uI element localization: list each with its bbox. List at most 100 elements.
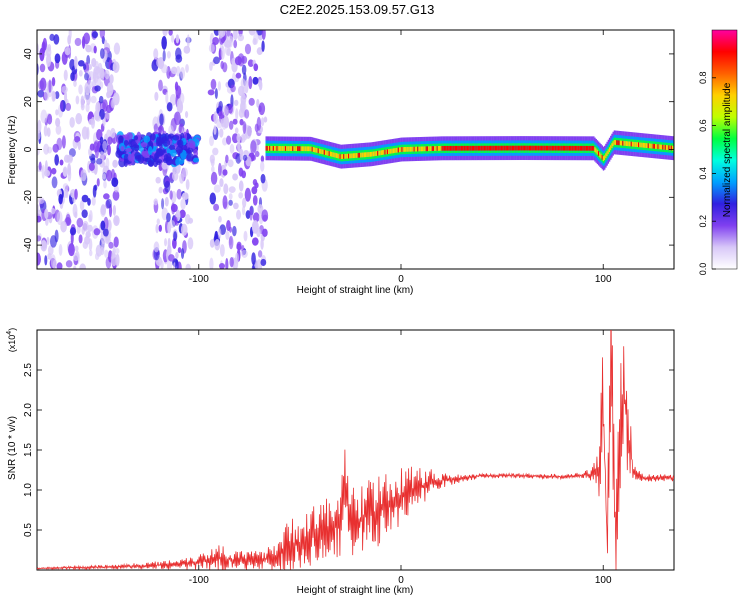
noise-cell <box>243 230 248 242</box>
noise-cell <box>176 65 181 77</box>
noise-cell <box>109 74 114 84</box>
noise-cell <box>39 63 46 73</box>
noise-cell <box>161 198 165 210</box>
noise-cell <box>241 64 247 75</box>
noise-cell <box>65 102 71 112</box>
ridge-cell <box>371 151 373 157</box>
ridge-cell <box>269 145 271 151</box>
noise-cell <box>113 215 120 227</box>
noise-cell <box>52 143 59 153</box>
ridge-cell <box>443 145 446 151</box>
band-cell <box>165 152 172 162</box>
noise-cell <box>153 241 160 253</box>
noise-cell <box>80 169 87 182</box>
ridge-cell <box>350 153 352 159</box>
ridge-cell <box>281 146 283 151</box>
noise-cell <box>62 183 69 191</box>
colorbar-ticks: 0.0 0.2 0.4 0.6 0.8 <box>698 72 716 276</box>
ridge-cell <box>570 145 572 151</box>
ridge-cell <box>430 146 432 152</box>
noise-cell <box>54 91 60 100</box>
y-tick-label: -20 <box>23 190 34 205</box>
ridge-cell <box>300 146 303 152</box>
band-cell <box>143 135 151 143</box>
ridge-cell <box>563 145 566 151</box>
ridge-cell <box>333 152 335 158</box>
ridge-cell <box>311 146 314 152</box>
ridge-cell <box>542 145 544 151</box>
noise-cell <box>37 119 42 134</box>
ridge-cell <box>536 145 538 151</box>
noise-cell <box>168 30 173 36</box>
noise-cell <box>87 79 93 90</box>
ridge-cell <box>288 146 290 151</box>
noise-cell <box>173 111 181 126</box>
noise-cell <box>153 48 159 60</box>
ridge-cell <box>487 145 489 151</box>
noise-cell <box>65 260 73 268</box>
ridge-cell <box>483 145 486 151</box>
noise-cell <box>170 66 178 75</box>
noise-cell <box>104 69 110 80</box>
noise-cell <box>75 95 80 105</box>
ridge-cell <box>671 145 674 151</box>
ridge-cell <box>407 146 409 152</box>
noise-cell <box>46 236 50 246</box>
noise-cell <box>228 103 233 114</box>
noise-cell <box>81 126 89 140</box>
ridge-cell <box>301 146 304 152</box>
noise-cell <box>100 67 105 81</box>
noise-cell <box>93 71 99 84</box>
ridge-cell <box>380 150 383 156</box>
ridge-cell <box>482 145 485 151</box>
noise-cell <box>185 179 190 191</box>
noise-cell <box>104 249 109 258</box>
ridge-cell <box>652 143 654 149</box>
noise-cell <box>225 258 229 269</box>
ridge-cell <box>491 145 493 151</box>
y-tick-label: 0 <box>23 146 34 152</box>
noise-cell <box>258 80 263 91</box>
band-cell <box>127 153 135 162</box>
noise-cell <box>68 243 75 257</box>
x-tick-label: 0 <box>398 575 404 586</box>
noise-cell <box>213 111 218 124</box>
ridge-cell <box>431 146 434 151</box>
ridge-cell <box>318 148 321 154</box>
noise-cell <box>102 140 108 151</box>
noise-cell <box>88 162 95 172</box>
ridge-cell <box>397 147 400 153</box>
ridge-cell <box>369 151 372 157</box>
ridge-cell <box>452 145 454 151</box>
ridge-cell <box>515 145 517 151</box>
ridge-cell <box>502 145 504 151</box>
noise-cell <box>239 118 244 126</box>
noise-cell <box>77 60 85 67</box>
ridge-cell <box>357 152 360 158</box>
ridge-cell <box>419 146 422 152</box>
noise-cell <box>179 209 186 219</box>
ridge-cell <box>589 145 591 151</box>
ridge-cell <box>618 140 620 146</box>
y-tick-label: 40 <box>23 48 34 60</box>
noise-cell <box>210 158 215 167</box>
ridge-cell <box>659 144 662 150</box>
ridge-cell <box>479 145 481 151</box>
noise-cell <box>185 63 189 73</box>
noise-cell <box>155 176 161 184</box>
noise-cell <box>221 105 229 117</box>
noise-cell <box>248 75 253 90</box>
ridge-cell <box>415 146 418 152</box>
noise-cell <box>61 85 68 94</box>
colorbar-label: Normalized spectral amplitude <box>722 82 733 217</box>
ridge-cell <box>545 145 548 151</box>
ridge-cell <box>523 145 526 151</box>
ridge-cell <box>314 147 316 153</box>
noise-cell <box>228 186 236 193</box>
ridge-cell <box>667 145 669 151</box>
noise-cell <box>38 197 45 204</box>
colorbar-tick-label: 0.0 <box>698 263 708 276</box>
noise-cell <box>173 231 178 242</box>
noise-cell <box>181 223 188 236</box>
ridge-cell <box>627 141 629 147</box>
